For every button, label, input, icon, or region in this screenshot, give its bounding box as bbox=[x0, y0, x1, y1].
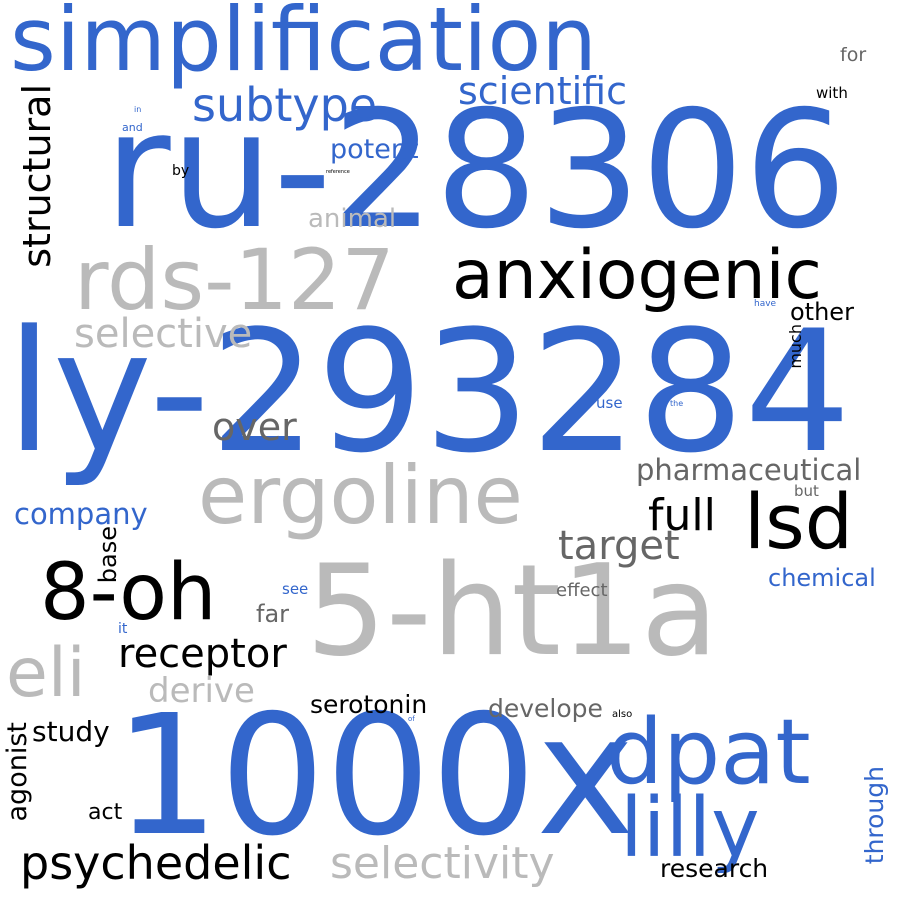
word-and: and bbox=[122, 121, 143, 134]
word-research: research bbox=[660, 854, 769, 883]
word-agonist: agonist bbox=[2, 722, 33, 822]
word-lilly: lilly bbox=[620, 781, 760, 876]
word-receptor: receptor bbox=[118, 631, 287, 677]
word-base: base bbox=[94, 526, 122, 584]
word-potent: potent bbox=[330, 134, 419, 165]
word-much: much bbox=[786, 324, 805, 369]
word-reference: reference bbox=[326, 169, 350, 175]
word-target: target bbox=[558, 523, 680, 569]
word-structural: structural bbox=[15, 84, 59, 268]
word-anxiogenic: anxiogenic bbox=[452, 236, 822, 315]
word-over: over bbox=[212, 405, 297, 449]
word-1000x: 1000x bbox=[114, 680, 635, 873]
word-ergoline: ergoline bbox=[198, 449, 523, 542]
word-also: also bbox=[612, 709, 633, 720]
word-by: by bbox=[172, 163, 190, 179]
word-the: the bbox=[670, 399, 684, 408]
word-act: act bbox=[88, 800, 123, 825]
word-it: it bbox=[118, 621, 128, 637]
word-selectivity: selectivity bbox=[330, 838, 555, 889]
word-through: through bbox=[860, 766, 889, 865]
word-5-ht1a: 5-ht1a bbox=[306, 537, 719, 684]
word-but: but bbox=[794, 482, 819, 500]
word-simplification: simplification bbox=[10, 0, 598, 91]
word-far: far bbox=[256, 600, 290, 628]
word-use: use bbox=[596, 394, 623, 412]
word-with: with bbox=[816, 84, 848, 102]
word-psychedelic: psychedelic bbox=[20, 836, 292, 890]
word-serotonin: serotonin bbox=[310, 690, 428, 719]
word-company: company bbox=[14, 497, 148, 531]
word-ly-293284: ly-293284 bbox=[6, 294, 852, 490]
word-8-oh: 8-oh bbox=[40, 548, 217, 638]
word-dpat: dpat bbox=[606, 700, 811, 805]
word-lsd: lsd bbox=[744, 477, 853, 566]
word-have: have bbox=[754, 299, 777, 309]
word-chemical: chemical bbox=[768, 564, 876, 592]
word-animal: animal bbox=[308, 204, 397, 234]
word-develope: develope bbox=[488, 694, 603, 723]
word-subtype: subtype bbox=[192, 78, 378, 132]
word-rds-127: rds-127 bbox=[74, 231, 395, 329]
word-full: full bbox=[648, 490, 716, 541]
word-study: study bbox=[32, 715, 110, 748]
word-eli: eli bbox=[6, 634, 86, 713]
word-for: for bbox=[840, 44, 867, 66]
word-selective: selective bbox=[74, 311, 253, 357]
word-other: other bbox=[790, 298, 854, 326]
word-ru-28306: ru-28306 bbox=[104, 77, 848, 265]
word-scientific: scientific bbox=[458, 69, 627, 113]
word-of: of bbox=[408, 715, 415, 723]
word-derive: derive bbox=[148, 671, 255, 711]
word-in: in bbox=[134, 105, 142, 114]
word-effect: effect bbox=[556, 580, 608, 601]
word-see: see bbox=[282, 580, 309, 598]
word-pharmaceutical: pharmaceutical bbox=[636, 453, 862, 487]
